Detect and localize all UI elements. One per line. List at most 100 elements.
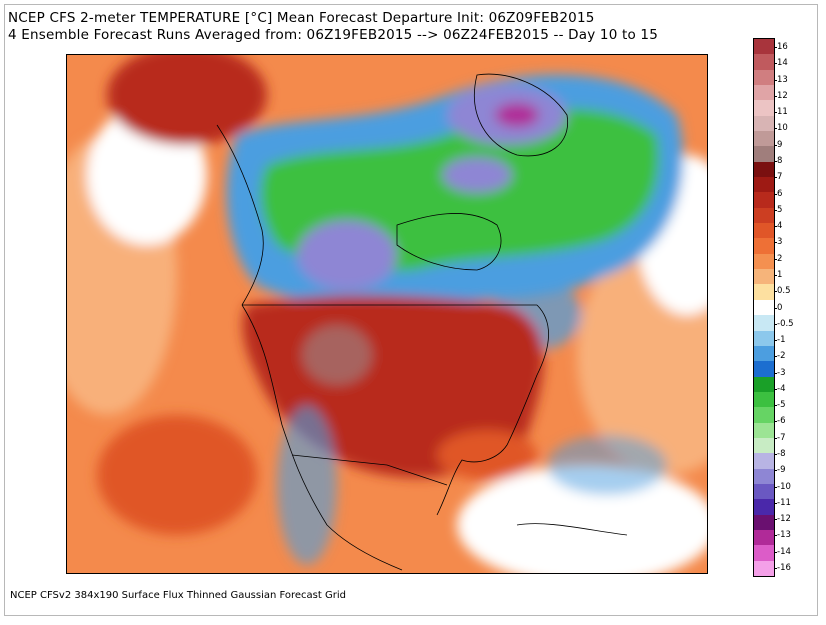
colorbar-tick-mark	[774, 258, 777, 260]
colorbar-tick-mark	[774, 356, 777, 358]
greenland-line	[474, 73, 569, 157]
colorbar-swatch-mauve	[754, 115, 774, 132]
colorbar-tick-label: -16	[777, 563, 791, 573]
cuba-line	[516, 523, 628, 536]
colorbar-swatch-taupe	[754, 146, 774, 163]
colorbar-swatch-red-orange	[754, 223, 774, 239]
colorbar-tick-mark	[774, 388, 777, 390]
colorbar-tick-label: -0.5	[777, 318, 794, 329]
colorbar-tick-label: 8	[777, 155, 783, 166]
colorbar-swatch-blue	[754, 361, 774, 378]
colorbar-tick-label: 12	[777, 90, 788, 101]
canada-cold-purple-zone	[297, 220, 397, 290]
colorbar-tick-mark	[774, 486, 777, 488]
colorbar-swatch-red	[754, 207, 774, 224]
title-line-2: 4 Ensemble Forecast Runs Averaged from: …	[8, 27, 658, 43]
colorbar-swatch-orange-red	[754, 238, 774, 255]
colorbar-tick-mark	[774, 421, 777, 423]
colorbar-swatch-light-blue	[754, 330, 774, 347]
colorbar-tick-label: -8	[777, 449, 786, 460]
colorbar-tick-label: 1	[777, 269, 783, 280]
colorbar-tick-mark	[774, 95, 777, 97]
hudson-cold-zone	[442, 157, 512, 193]
colorbar-swatch-orange	[754, 253, 774, 270]
colorbar	[753, 38, 775, 577]
colorbar-swatch-medium-blue	[754, 345, 774, 362]
colorbar-swatch-crimson	[754, 177, 774, 193]
colorbar-tick-label: 7	[777, 172, 783, 183]
colorbar-tick-label: 16	[777, 42, 788, 52]
footer-caption: NCEP CFSv2 384x190 Surface Flux Thinned …	[10, 590, 346, 601]
colorbar-swatch-maroon	[754, 161, 774, 178]
colorbar-swatch-light-pink	[754, 85, 774, 101]
colorbar-tick-mark	[774, 535, 777, 537]
rockies-extreme-warm-zone	[302, 325, 372, 385]
colorbar-swatch-mint	[754, 437, 774, 454]
colorbar-tick-mark	[774, 47, 777, 48]
colorbar-tick-label: 0	[777, 302, 783, 313]
colorbar-tick-label: -13	[777, 530, 791, 541]
caribbean-neutral-zone	[457, 465, 707, 573]
colorbar-swatch-indigo	[754, 499, 774, 516]
southeast-warm-zone	[437, 430, 537, 480]
colorbar-tick-label: 11	[777, 107, 788, 118]
colorbar-swatch-blush	[754, 100, 774, 117]
colorbar-tick-label: -3	[777, 367, 786, 378]
colorbar-tick-mark	[774, 323, 777, 325]
colorbar-tick-mark	[774, 226, 777, 228]
colorbar-swatch-dusty-rose	[754, 131, 774, 147]
colorbar-tick-label: 6	[777, 188, 783, 199]
colorbar-swatch-white	[754, 299, 774, 316]
colorbar-tick-mark	[774, 291, 777, 293]
colorbar-swatch-brick	[754, 192, 774, 209]
colorbar-swatch-pale-green	[754, 422, 774, 439]
colorbar-tick-mark	[774, 128, 777, 130]
colorbar-tick-mark	[774, 209, 777, 211]
colorbar-swatch-light-orange	[754, 269, 774, 285]
colorbar-swatch-violet	[754, 483, 774, 500]
colorbar-swatch-pale-blue	[754, 315, 774, 331]
colorbar-swatch-lavender	[754, 453, 774, 470]
colorbar-tick-label: -7	[777, 432, 786, 443]
colorbar-tick-mark	[774, 144, 777, 146]
colorbar-tick-label: 0.5	[777, 286, 791, 297]
colorbar-tick-label: 3	[777, 237, 783, 248]
temperature-anomaly-map	[66, 54, 708, 574]
colorbar-tick-mark	[774, 405, 777, 407]
colorbar-tick-mark	[774, 340, 777, 342]
colorbar-swatch-dark-green	[754, 376, 774, 393]
colorbar-tick-mark	[774, 79, 777, 81]
colorbar-tick-label: 5	[777, 204, 783, 215]
colorbar-tick-mark	[774, 177, 777, 179]
colorbar-tick-mark	[774, 519, 777, 521]
colorbar-swatch-dark-red	[754, 39, 774, 55]
east-coast-line	[436, 304, 549, 516]
colorbar-tick-mark	[774, 470, 777, 472]
colorbar-tick-label: -12	[777, 514, 791, 525]
alaska-coast-line	[216, 124, 264, 306]
colorbar-tick-mark	[774, 502, 777, 504]
arctic-extreme-cold-zone	[495, 103, 539, 127]
colorbar-tick-label: -6	[777, 416, 786, 427]
colorbar-tick-label: -11	[777, 497, 791, 508]
title-line-1: NCEP CFS 2-meter TEMPERATURE [°C] Mean F…	[8, 10, 595, 26]
colorbar-swatch-green	[754, 391, 774, 408]
colorbar-swatch-plum	[754, 514, 774, 531]
colorbar-tick-mark	[774, 242, 777, 244]
west-coast-line	[241, 304, 403, 571]
colorbar-swatch-magenta	[754, 529, 774, 546]
colorbar-tick-label: -9	[777, 465, 786, 476]
colorbar-tick-label: -4	[777, 383, 786, 394]
colorbar-tick-label: 2	[777, 253, 783, 264]
colorbar-tick-label: 10	[777, 123, 788, 134]
colorbar-tick-mark	[774, 454, 777, 456]
caribbean-cool-zone	[547, 435, 667, 495]
colorbar-tick-mark	[774, 63, 777, 65]
colorbar-tick-mark	[774, 193, 777, 195]
us-mexico-border	[291, 454, 448, 486]
colorbar-tick-label: -2	[777, 351, 786, 362]
colorbar-tick-label: 13	[777, 74, 788, 85]
colorbar-tick-label: -5	[777, 400, 786, 411]
mexico-cool-zone	[277, 405, 337, 565]
figure-frame	[4, 4, 818, 616]
